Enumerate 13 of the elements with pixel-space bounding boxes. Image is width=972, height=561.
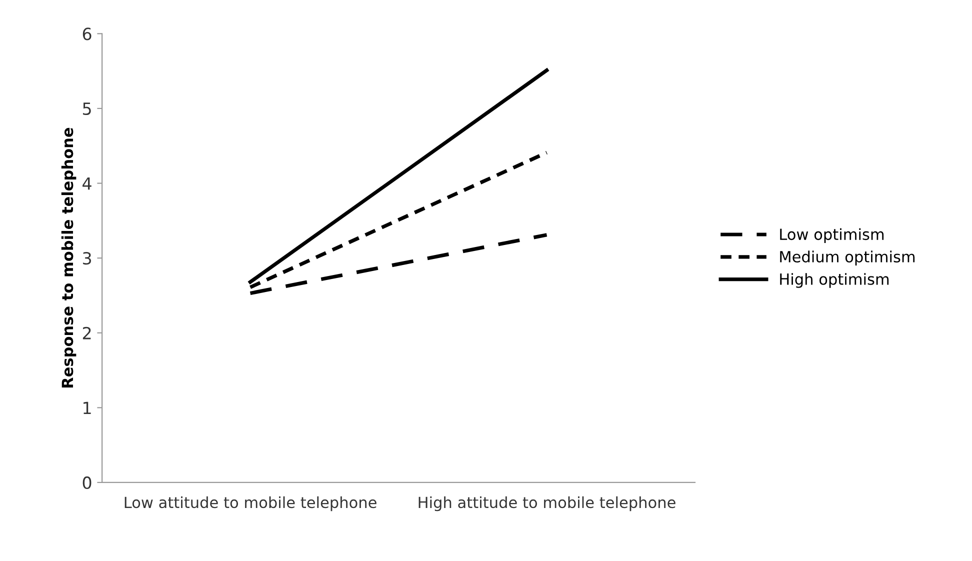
x-tick-label: Low attitude to mobile telephone — [124, 496, 376, 512]
x-tick-label: High attitude to mobile telephone — [418, 496, 676, 512]
legend-label: High optimism — [780, 273, 889, 288]
y-axis-title: Response to mobile telephone — [61, 128, 76, 388]
legend-label: Low optimism — [780, 228, 884, 244]
y-tick-label: 4 — [82, 177, 92, 190]
legend-label: Medium optimism — [780, 250, 915, 266]
y-tick-label: 2 — [82, 326, 91, 340]
y-tick-label: 1 — [84, 402, 91, 414]
y-tick-label: 6 — [82, 28, 92, 40]
y-tick-label: 0 — [82, 476, 92, 490]
y-tick-label: 5 — [83, 102, 91, 116]
y-tick-label: 3 — [83, 252, 91, 265]
